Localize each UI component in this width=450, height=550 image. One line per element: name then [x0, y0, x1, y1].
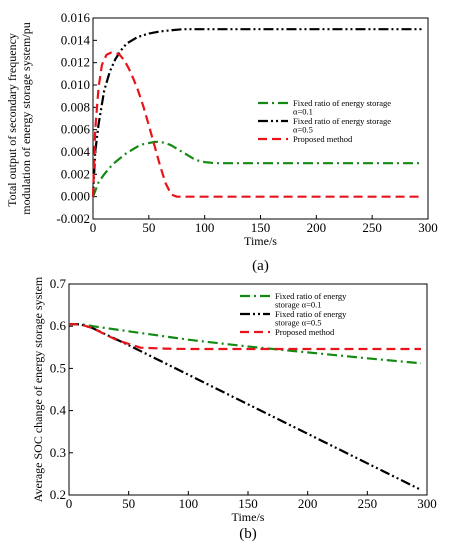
- series-line-2: [91, 28, 423, 197]
- y-tick-label: 0.006: [61, 122, 91, 137]
- x-tick-label: 300: [417, 496, 437, 511]
- chart-b: 0.2 0.3 0.4 0.5 0.6 0.7 0 50 100 150 200 250 300 Fi…: [31, 276, 437, 542]
- series-line-2: [68, 323, 422, 491]
- y-tick-label: 0.3: [50, 445, 66, 460]
- legend-label-2: Fixed ratio of energy storage: [293, 116, 391, 126]
- x-tick-label: 100: [179, 496, 199, 511]
- chart-a-legend: Fixed ratio of energy storageα=0.1Fixed …: [258, 98, 391, 144]
- x-tick-label: 50: [122, 496, 135, 511]
- y-tick-label: 0.008: [61, 99, 90, 114]
- x-tick-label: 150: [238, 496, 258, 511]
- y-tick-label: 0.2: [50, 487, 66, 502]
- y-tick-label: 0.016: [61, 10, 91, 25]
- legend-label-2: α=0.5: [293, 125, 313, 135]
- legend-label-1: α=0.1: [293, 107, 313, 117]
- chart-b-y-axis-label: Average SOC change of energy storage sys…: [31, 276, 45, 502]
- legend-label-3: Proposed method: [275, 327, 335, 337]
- chart-a-panel-label: (a): [252, 258, 269, 274]
- legend-label-1: Fixed ratio of energy storage: [293, 98, 391, 108]
- x-tick-label: 200: [307, 220, 327, 235]
- series-line-3: [68, 323, 421, 351]
- y-tick-label: 0.014: [61, 32, 91, 47]
- x-tick-label: 50: [142, 220, 155, 235]
- legend-label-1: Fixed ratio of energy: [275, 291, 347, 301]
- y-tick-label: 0.000: [61, 189, 90, 204]
- legend-label-2: storage α=0.5: [275, 318, 322, 328]
- chart-a-series: [91, 28, 423, 198]
- x-tick-label: 200: [298, 496, 318, 511]
- y-tick-label: 0.004: [61, 144, 91, 159]
- chart-b-plot-frame: [68, 283, 428, 496]
- series-line-1: [91, 140, 423, 198]
- y-tick-label: 0.7: [50, 276, 67, 291]
- y-tick-label: -0.002: [56, 211, 90, 226]
- chart-a: -0.002 0.000 0.002 0.004 0.006 0.008 0.010 0.01…: [5, 10, 438, 274]
- chart-a-y-axis-label-line-1: Total output of secondary frequency: [5, 33, 19, 207]
- chart-b-series: [68, 323, 422, 491]
- chart-b-panel-label: (b): [239, 526, 257, 542]
- x-tick-label: 150: [251, 220, 271, 235]
- x-tick-label: 250: [358, 496, 378, 511]
- series-line-3: [91, 51, 423, 198]
- x-tick-label: 250: [362, 220, 382, 235]
- chart-a-y-axis-label-line-2: modulation of energy storage system/pu: [19, 22, 33, 214]
- legend-label-1: storage α=0.1: [275, 300, 322, 310]
- chart-b-x-ticks: 0 50 100 150 200 250 300: [66, 491, 437, 511]
- chart-a-y-axis-label: Total output of secondary frequency modu…: [5, 22, 33, 214]
- series-line-1: [69, 323, 422, 365]
- y-tick-label: 0.010: [61, 77, 90, 92]
- y-tick-label: 0.4: [50, 403, 67, 418]
- chart-a-x-axis-label: Time/s: [244, 234, 277, 248]
- chart-a-y-ticks: -0.002 0.000 0.002 0.004 0.006 0.008 0.010 0.01…: [56, 10, 97, 226]
- y-tick-label: 0.012: [61, 55, 90, 70]
- x-tick-label: 0: [90, 220, 97, 235]
- chart-b-y-axis-label-line-1: Average SOC change of energy storage sys…: [31, 276, 45, 502]
- chart-a-x-ticks: 0 50 100 150 200 250 300: [90, 215, 438, 235]
- y-tick-label: 0.002: [61, 166, 90, 181]
- legend-label-2: Fixed ratio of energy: [275, 309, 347, 319]
- y-tick-label: 0.6: [50, 318, 67, 333]
- chart-b-x-axis-label: Time/s: [232, 510, 265, 524]
- x-tick-label: 0: [66, 496, 73, 511]
- chart-b-y-ticks: 0.2 0.3 0.4 0.5 0.6 0.7: [50, 276, 73, 502]
- y-tick-label: 0.5: [50, 360, 66, 375]
- legend-label-3: Proposed method: [293, 134, 353, 144]
- x-tick-label: 300: [418, 220, 438, 235]
- x-tick-label: 100: [195, 220, 215, 235]
